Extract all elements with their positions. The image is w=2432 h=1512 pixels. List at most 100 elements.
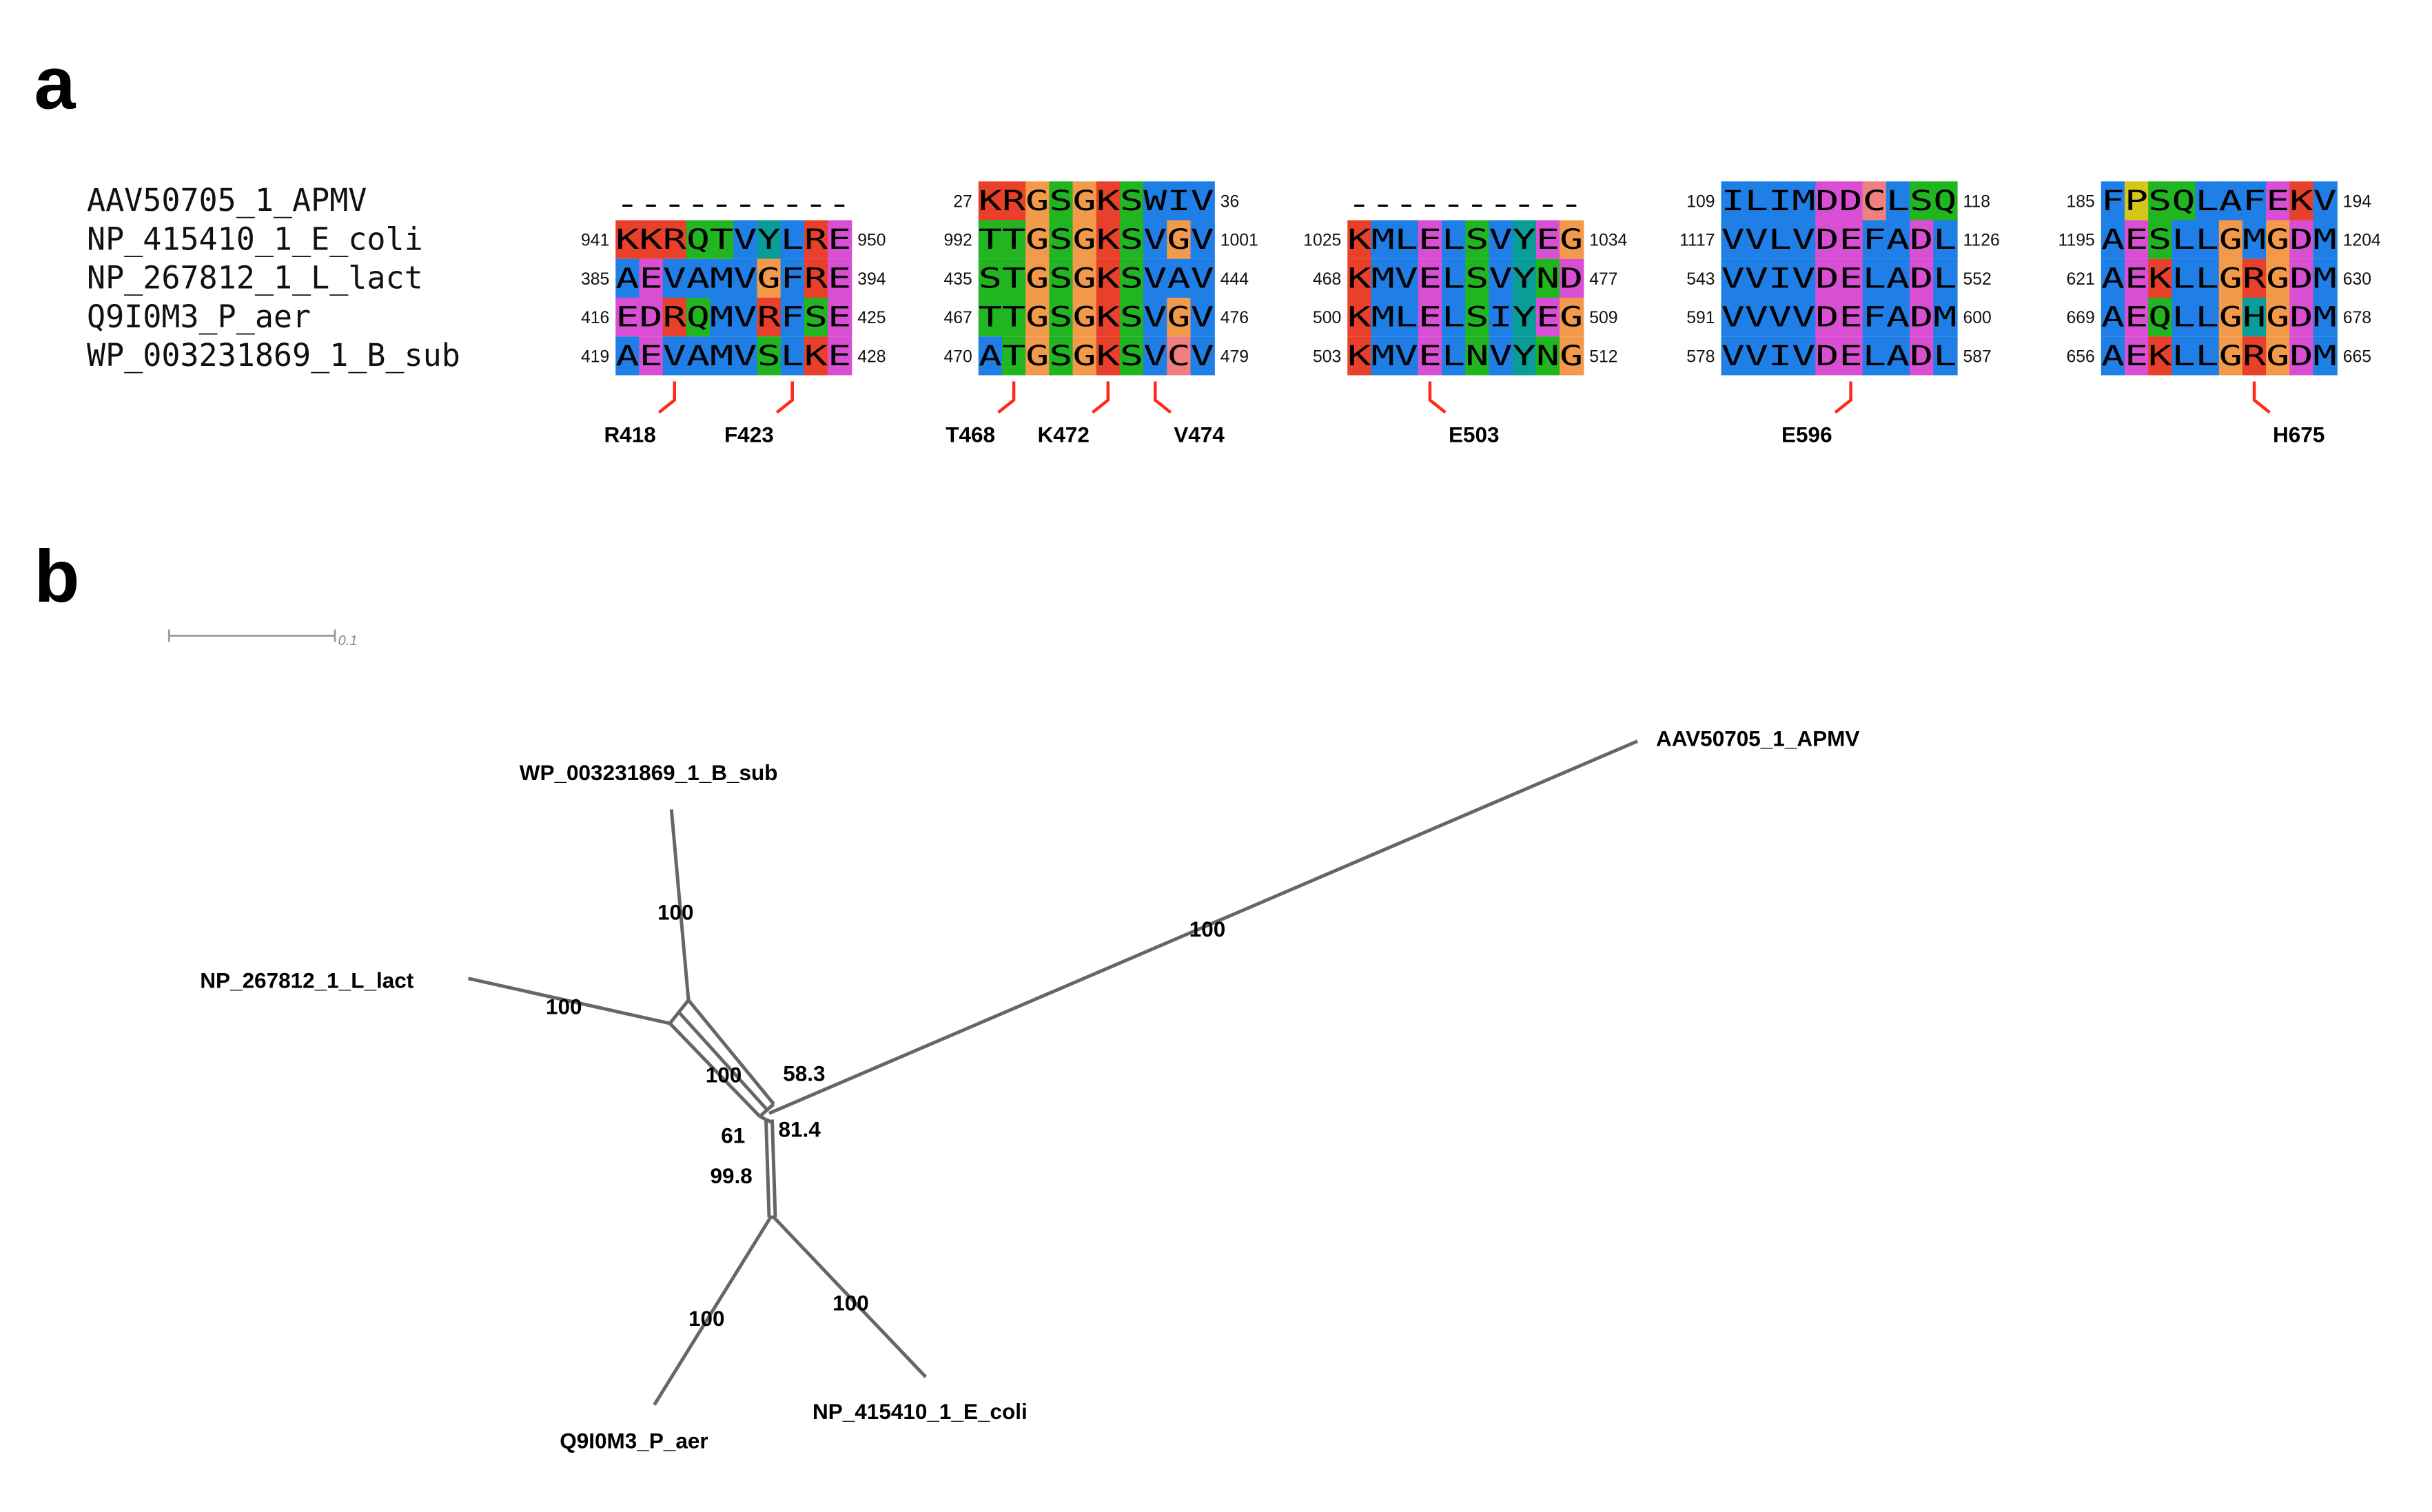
residue-end-number: 512 <box>1589 347 1617 366</box>
residue-cell <box>1839 298 1863 337</box>
residue-end-number: 665 <box>2343 347 2371 366</box>
residue-start-number: 543 <box>1686 270 1715 289</box>
residue-sequence: VVIVDELADL <box>1721 261 1957 294</box>
residue-cell <box>2101 336 2126 376</box>
residue-cell <box>2148 220 2173 259</box>
residue-cell <box>1119 258 1145 298</box>
residue-cell <box>1512 258 1537 298</box>
residue-cell <box>1839 336 1863 376</box>
residue-start-number: 591 <box>1686 309 1715 327</box>
residue-cell <box>639 220 664 259</box>
residue-cell <box>1792 336 1817 376</box>
residue-cell <box>2289 220 2314 259</box>
residue-cell <box>2218 220 2244 259</box>
residue-cell <box>1815 220 1840 259</box>
residue-cell <box>2148 336 2173 376</box>
residue-cell <box>686 258 711 298</box>
residue-cell <box>2313 298 2338 337</box>
residue-cell <box>1910 298 1934 337</box>
residue-cell <box>1418 220 1443 259</box>
residue-sequence: EDRQMVRFSE <box>615 300 851 334</box>
residue-cell <box>1886 336 1911 376</box>
residue-cell <box>1839 220 1863 259</box>
residue-cell <box>2242 298 2267 337</box>
residue-cell <box>1025 181 1050 221</box>
residue-cell <box>1768 258 1793 298</box>
residue-cell <box>662 220 687 259</box>
residue-cell <box>1560 220 1584 259</box>
tree-branches <box>467 739 1638 1406</box>
residue-cell <box>615 336 640 376</box>
support-value: 100 <box>832 1290 869 1315</box>
residue-cell <box>1512 220 1537 259</box>
residue-cell <box>1886 181 1911 221</box>
residue-start-number: 669 <box>2066 309 2094 327</box>
residue-cell <box>686 336 711 376</box>
residue-cell <box>2124 181 2149 221</box>
residue-cell <box>1143 336 1168 376</box>
residue-cell <box>1489 336 1513 376</box>
residue-cell <box>1768 220 1793 259</box>
residue-cell <box>1190 220 1215 259</box>
residue-cell <box>1489 258 1513 298</box>
residue-cell <box>1560 258 1584 298</box>
network-edge <box>770 1119 777 1218</box>
residue-cell <box>2242 220 2267 259</box>
residue-start-number: 467 <box>943 309 972 327</box>
residue-cell <box>1190 336 1215 376</box>
residue-sequence: KMLELSVYEG <box>1347 223 1583 256</box>
branch-ecoli <box>772 1216 928 1378</box>
residue-cell <box>1815 336 1840 376</box>
leaf-label-bsub: WP_003231869_1_B_sub <box>520 760 778 785</box>
residue-cell <box>1072 298 1097 337</box>
residue-cell <box>2124 336 2149 376</box>
residue-cell <box>2289 298 2314 337</box>
residue-cell <box>1167 258 1192 298</box>
residue-end-number: 1001 <box>1220 232 1258 250</box>
residue-cell <box>1072 220 1097 259</box>
residue-cell <box>757 298 781 337</box>
residue-cell <box>978 298 1003 337</box>
residue-end-number: 509 <box>1589 309 1617 327</box>
residue-sequence: AEKLLGRGDM <box>2101 339 2337 372</box>
residue-cell <box>1190 258 1215 298</box>
residue-cell <box>710 258 735 298</box>
residue-cell <box>1744 181 1770 221</box>
residue-end-number: 479 <box>1220 347 1249 366</box>
network-edge <box>668 1022 762 1118</box>
residue-cell <box>1721 298 1746 337</box>
residue-end-number: 36 <box>1220 192 1240 211</box>
residue-cell <box>1535 298 1561 337</box>
residue-cell <box>2148 181 2173 221</box>
residue-cell <box>1096 258 1121 298</box>
residue-sequence: AESLLGMGDM <box>2101 223 2337 256</box>
residue-cell <box>2195 336 2220 376</box>
residue-cell <box>686 220 711 259</box>
residue-start-number: 470 <box>943 347 972 366</box>
residue-cell <box>978 258 1003 298</box>
residue-cell <box>1001 298 1027 337</box>
residue-end-number: 678 <box>2343 309 2371 327</box>
residue-cell <box>2195 298 2220 337</box>
residue-cell <box>1815 258 1840 298</box>
residue-cell <box>1910 220 1934 259</box>
residue-cell <box>1072 336 1097 376</box>
alignment-gap: ---------- <box>615 187 851 220</box>
residue-start-number: 1195 <box>2058 232 2095 250</box>
residue-cell <box>2266 181 2291 221</box>
support-value: 100 <box>546 994 582 1019</box>
residue-cell <box>1072 258 1097 298</box>
residue-cell <box>662 258 687 298</box>
residue-cell <box>1465 298 1490 337</box>
residue-cell <box>780 336 805 376</box>
residue-cell <box>2242 336 2267 376</box>
residue-cell <box>1143 298 1168 337</box>
leaf-label-ecoli: NP_415410_1_E_coli <box>813 1399 1028 1424</box>
mutation-label: F423 <box>724 422 774 447</box>
residue-cell <box>1190 181 1215 221</box>
residue-cell <box>1049 181 1074 221</box>
residue-cell <box>1001 220 1027 259</box>
residue-end-number: 950 <box>857 232 886 250</box>
residue-start-number: 500 <box>1313 309 1341 327</box>
